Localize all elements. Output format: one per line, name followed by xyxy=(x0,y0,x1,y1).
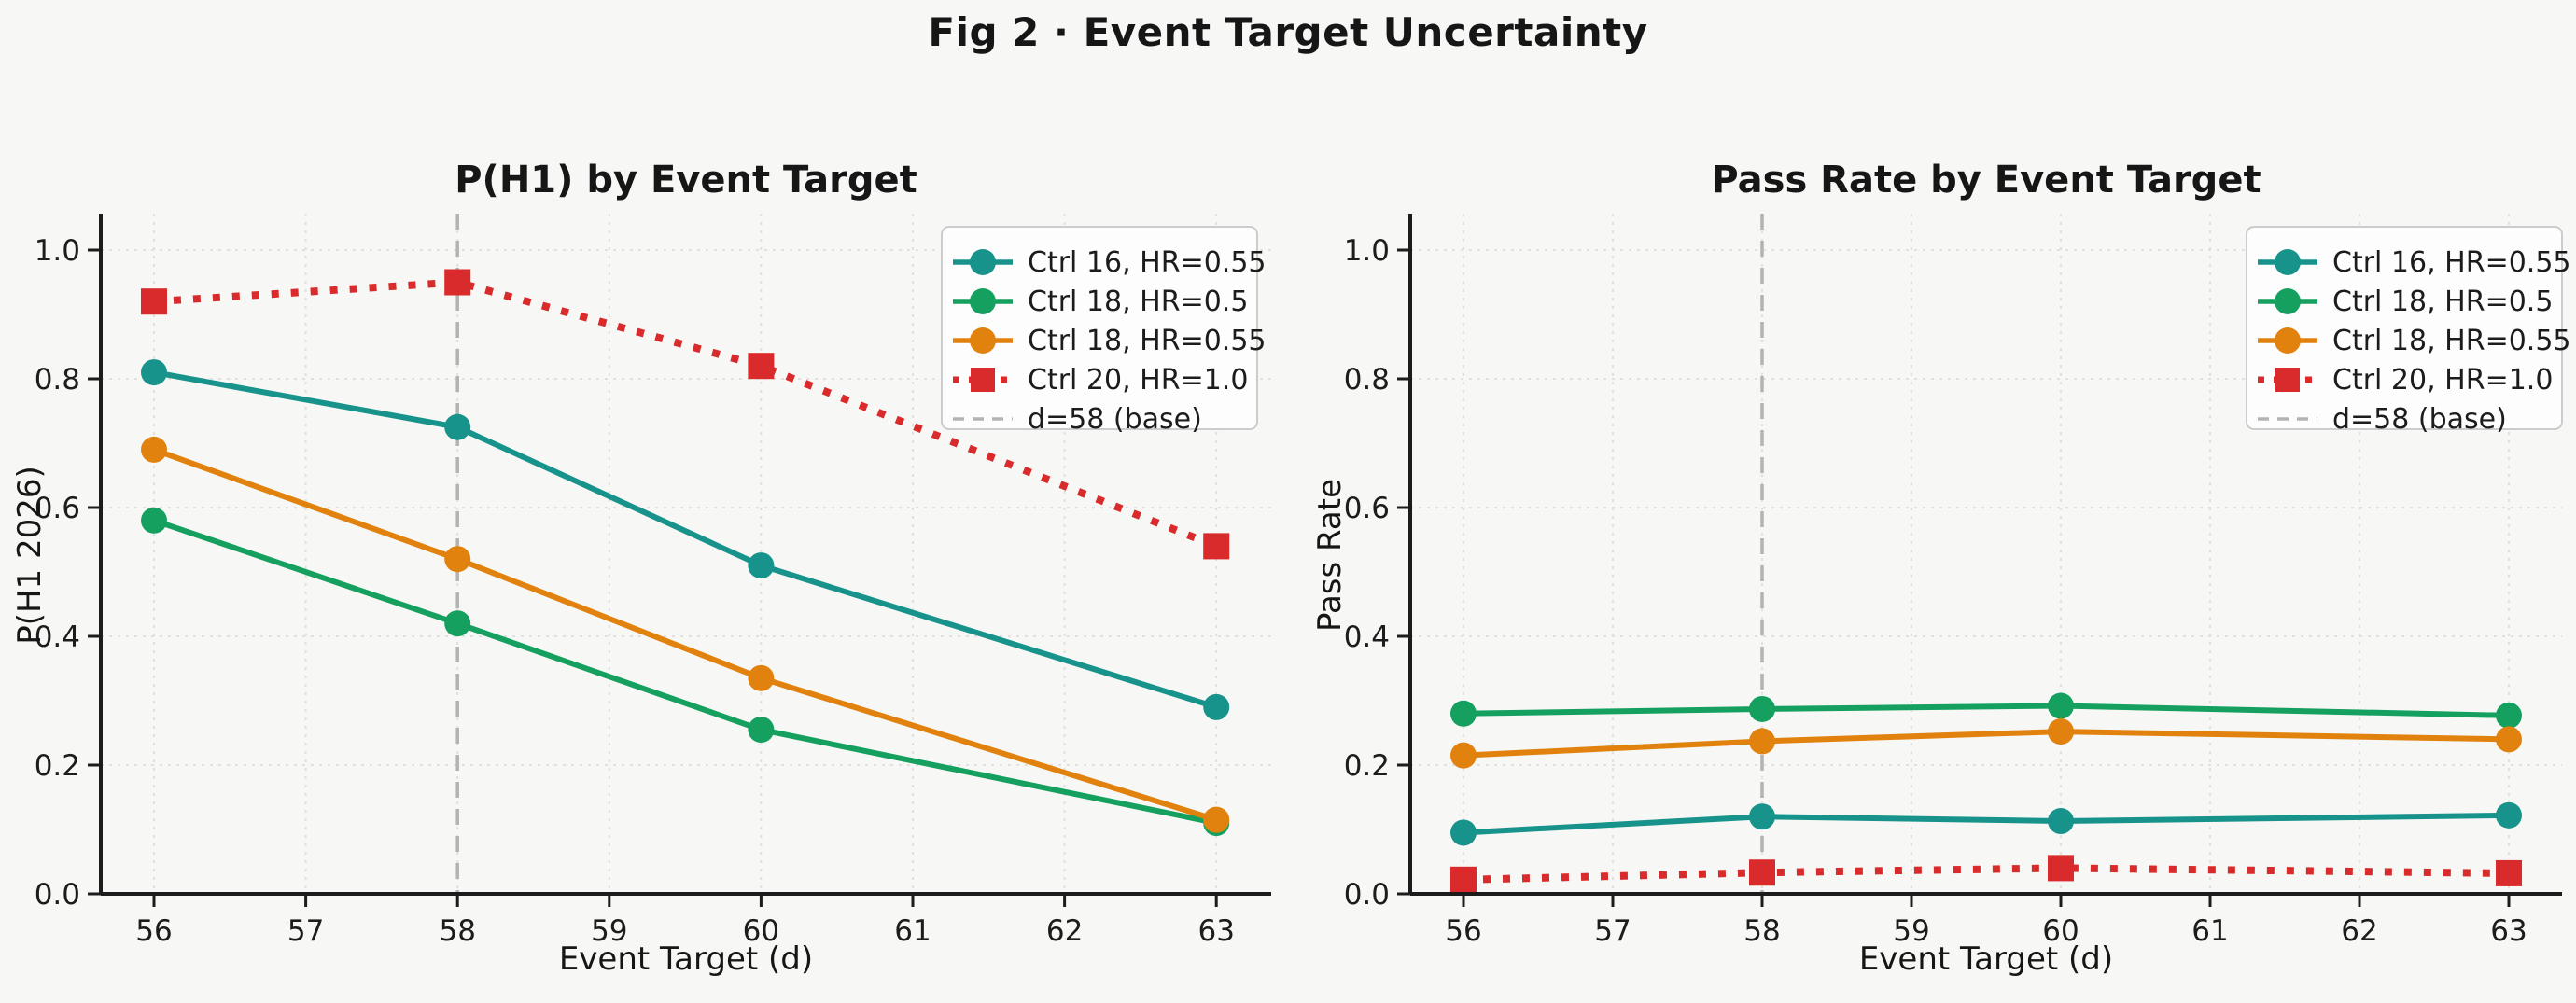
data-point-circle xyxy=(1450,742,1477,769)
series-line-green xyxy=(1463,703,2510,718)
x-tick-label: 58 xyxy=(1743,914,1780,948)
data-point-square xyxy=(141,288,167,315)
series-line-red xyxy=(1463,864,2510,884)
legend-marker-square xyxy=(2275,368,2300,392)
legend-marker-circle xyxy=(970,288,996,314)
data-point-circle xyxy=(1749,695,1775,722)
x-tick-label: 63 xyxy=(2490,914,2527,948)
data-point-circle xyxy=(1749,728,1775,755)
series-line-orange xyxy=(1463,729,2510,759)
y-tick-label: 0.8 xyxy=(1344,363,1390,397)
y-tick-label: 1.0 xyxy=(35,234,80,268)
legend-label: Ctrl 16, HR=0.55 xyxy=(2332,246,2571,279)
legend-marker-circle xyxy=(2275,249,2301,275)
data-point-circle xyxy=(1749,803,1775,830)
data-point-square xyxy=(1203,533,1230,560)
data-point-circle xyxy=(444,546,471,573)
series-line-green xyxy=(153,517,1217,827)
legend-marker-circle xyxy=(970,249,996,275)
data-point-circle xyxy=(1450,819,1477,846)
data-point-circle xyxy=(2048,718,2074,745)
x-tick-label: 63 xyxy=(1197,914,1234,948)
y-tick-label: 0.6 xyxy=(35,492,80,525)
legend-label: Ctrl 20, HR=1.0 xyxy=(1028,364,1248,397)
legend-label: Ctrl 18, HR=0.5 xyxy=(2332,286,2553,318)
series-line-teal xyxy=(1463,812,2510,836)
data-point-circle xyxy=(2496,726,2522,753)
figure-title: Fig 2 · Event Target Uncertainty xyxy=(928,9,1648,55)
legend-marker-square xyxy=(971,368,995,392)
data-point-circle xyxy=(141,436,167,463)
x-tick-label: 59 xyxy=(591,914,627,948)
right-y-axis-label: Pass Rate xyxy=(1311,479,1349,633)
legend-label: Ctrl 18, HR=0.5 xyxy=(1028,286,1248,318)
x-tick-label: 62 xyxy=(1046,914,1083,948)
data-point-square xyxy=(444,269,471,296)
data-point-circle xyxy=(2496,702,2522,729)
legend-label: Ctrl 20, HR=1.0 xyxy=(2332,364,2553,397)
right-x-axis-label: Event Target (d) xyxy=(1858,940,2114,978)
y-tick-label: 0.4 xyxy=(1344,620,1390,654)
data-point-circle xyxy=(141,359,167,386)
left-plot-title: P(H1) by Event Target xyxy=(455,159,917,202)
data-point-circle xyxy=(1203,806,1230,833)
y-tick-label: 0.0 xyxy=(1344,878,1390,912)
x-tick-label: 60 xyxy=(743,914,779,948)
series-line-teal xyxy=(153,369,1218,710)
data-point-circle xyxy=(748,552,775,579)
data-point-circle xyxy=(1203,693,1230,720)
data-point-circle xyxy=(748,717,775,744)
x-tick-label: 57 xyxy=(287,914,324,948)
data-point-square xyxy=(2048,855,2074,882)
data-point-circle xyxy=(2048,692,2074,719)
legend-marker-circle xyxy=(2275,288,2301,314)
left-y-axis-label: P(H1 2026) xyxy=(11,466,49,645)
left-x-axis-label: Event Target (d) xyxy=(558,940,814,978)
x-tick-label: 61 xyxy=(2191,914,2228,948)
x-tick-label: 60 xyxy=(2042,914,2079,948)
data-point-circle xyxy=(2496,801,2522,829)
legend-marker-circle xyxy=(970,327,996,354)
x-tick-label: 56 xyxy=(135,914,172,948)
data-point-square xyxy=(1749,859,1775,886)
y-tick-label: 0.4 xyxy=(35,620,80,654)
y-tick-label: 1.0 xyxy=(1344,234,1390,268)
legend-box xyxy=(2246,226,2563,430)
x-tick-label: 59 xyxy=(1893,914,1929,948)
legend-label: Ctrl 16, HR=0.55 xyxy=(1028,246,1267,279)
legend-box xyxy=(941,226,1258,430)
y-tick-label: 0.8 xyxy=(35,363,80,397)
y-tick-label: 0.2 xyxy=(1344,749,1390,783)
legend-label: d=58 (base) xyxy=(2332,403,2507,436)
data-point-circle xyxy=(2048,808,2074,835)
x-tick-label: 61 xyxy=(894,914,931,948)
legend-label: d=58 (base) xyxy=(1028,403,1202,436)
legend-marker-circle xyxy=(2275,327,2301,354)
data-point-circle xyxy=(748,664,775,691)
data-point-circle xyxy=(444,610,471,637)
data-point-square xyxy=(2496,859,2522,886)
y-tick-label: 0.6 xyxy=(1344,492,1390,525)
right-plot-title: Pass Rate by Event Target xyxy=(1711,159,2261,202)
legend-label: Ctrl 18, HR=0.55 xyxy=(1028,325,1267,357)
y-tick-label: 0.2 xyxy=(35,749,80,783)
data-point-circle xyxy=(444,413,471,440)
x-tick-label: 56 xyxy=(1445,914,1481,948)
series-line-red xyxy=(153,278,1218,550)
data-point-square xyxy=(748,353,775,380)
data-point-circle xyxy=(141,507,167,534)
x-tick-label: 62 xyxy=(2341,914,2377,948)
x-tick-label: 58 xyxy=(439,914,475,948)
y-tick-label: 0.0 xyxy=(35,878,80,912)
legend-label: Ctrl 18, HR=0.55 xyxy=(2332,325,2571,357)
x-tick-label: 57 xyxy=(1594,914,1631,948)
data-point-circle xyxy=(1450,700,1477,727)
data-point-square xyxy=(1450,866,1477,893)
series-line-orange xyxy=(152,447,1218,823)
